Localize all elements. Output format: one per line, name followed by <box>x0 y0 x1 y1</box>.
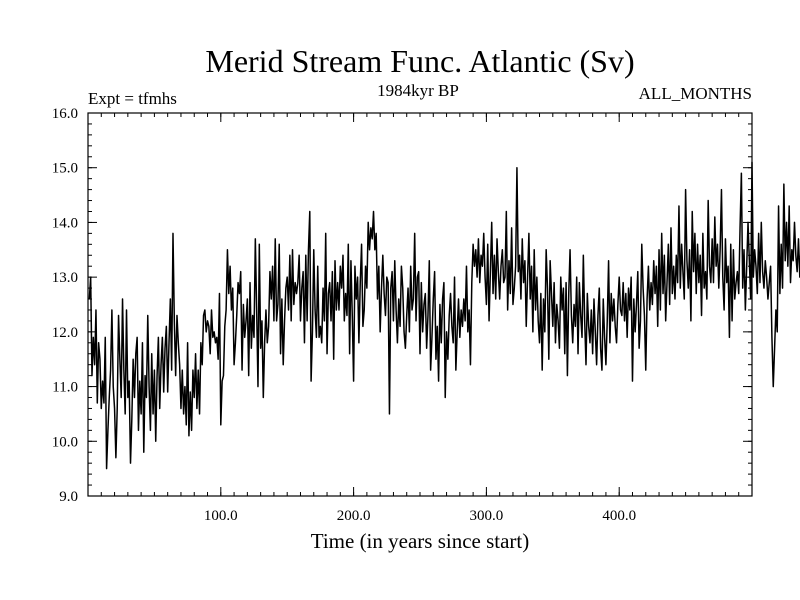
plot-area: 100.0 200.0 300.0 400.0 9.0 10.0 11.0 12.0 13.0… <box>52 106 800 524</box>
y-tick-label: 9.0 <box>59 489 78 505</box>
x-tick-labels: 100.0 200.0 300.0 400.0 <box>204 508 636 524</box>
y-tick-labels: 9.0 10.0 11.0 12.0 13.0 14.0 15.0 16.0 <box>52 106 78 505</box>
x-tick-label: 100.0 <box>204 508 238 524</box>
y-tick-label: 15.0 <box>52 161 78 177</box>
y-tick-label: 16.0 <box>52 106 78 122</box>
y-tick-label: 14.0 <box>52 215 78 231</box>
y-tick-label: 12.0 <box>52 325 78 341</box>
y-tick-label: 10.0 <box>52 434 78 450</box>
chart-subtitle-experiment: Expt = tfmhs <box>88 89 177 108</box>
chart-title: Merid Stream Func. Atlantic (Sv) <box>205 43 634 79</box>
x-axis-label: Time (in years since start) <box>311 529 530 553</box>
y-tick-label: 11.0 <box>52 380 78 396</box>
x-tick-label: 400.0 <box>602 508 636 524</box>
chart-subtitle-period: 1984kyr BP <box>377 81 459 100</box>
major-ticks <box>88 113 752 496</box>
x-tick-label: 200.0 <box>337 508 371 524</box>
series-line-atlantic-moc <box>88 161 800 470</box>
y-tick-label: 13.0 <box>52 270 78 286</box>
chart-subtitle-months: ALL_MONTHS <box>639 84 752 103</box>
x-tick-label: 300.0 <box>470 508 504 524</box>
